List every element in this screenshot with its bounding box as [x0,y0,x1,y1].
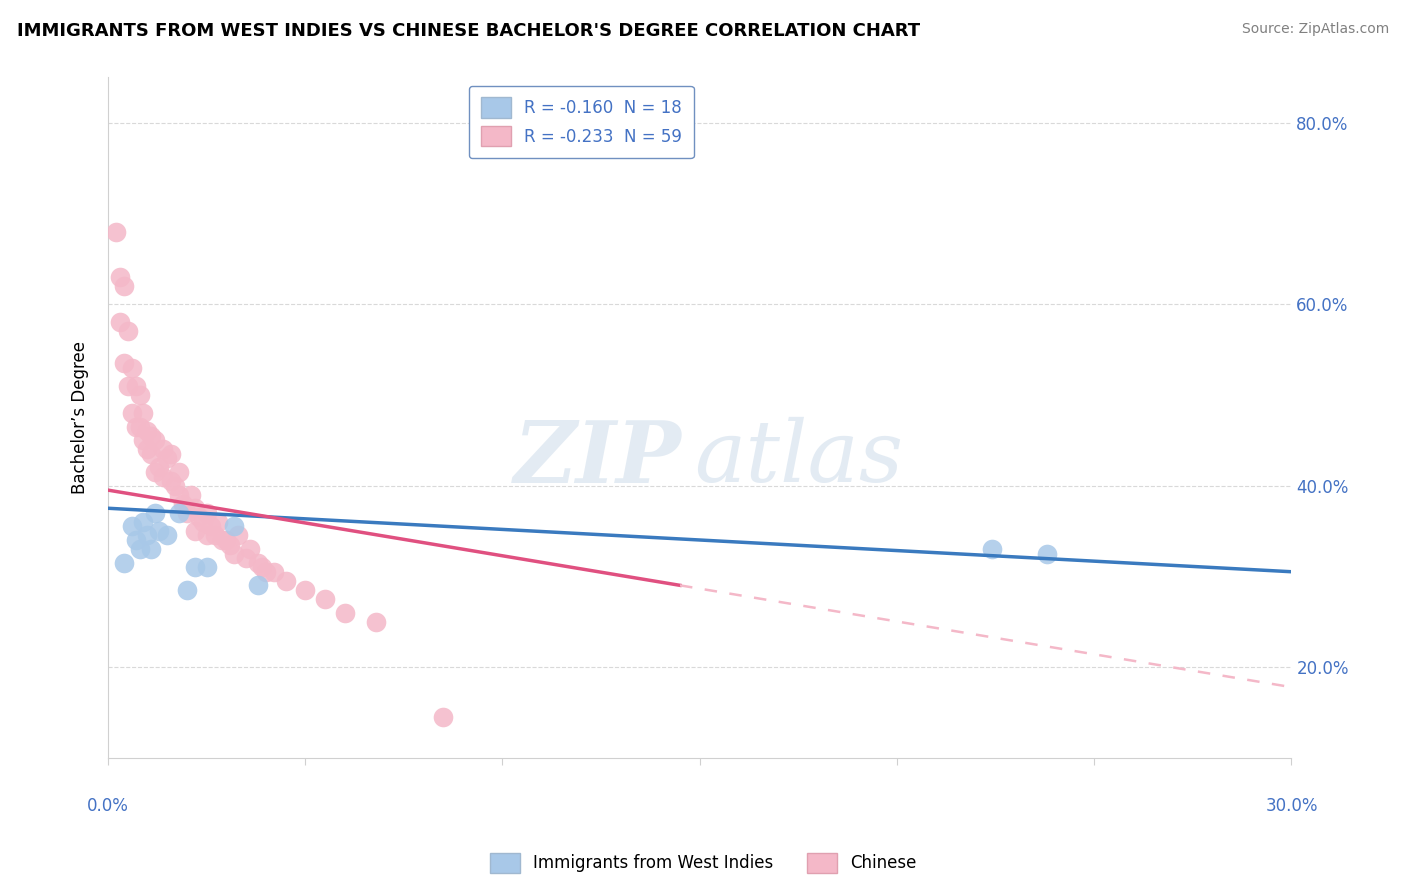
Point [156,451,179,466]
Point [184,501,207,516]
Point [172,497,194,511]
Point [191,515,214,529]
Point [136,442,159,457]
Point [176,582,198,597]
Point [160,447,183,461]
Point [121,406,143,420]
Point [195,560,218,574]
Point [254,565,277,579]
Point [141,447,163,461]
Point [294,582,316,597]
Point [167,488,190,502]
Point [239,542,262,557]
Legend: R = -0.160  N = 18, R = -0.233  N = 59: R = -0.160 N = 18, R = -0.233 N = 59 [470,86,693,158]
Point [263,565,285,579]
Point [136,528,159,542]
Text: ZIP: ZIP [515,417,682,500]
Point [167,465,190,479]
Point [112,356,135,370]
Point [141,542,163,557]
Point [274,574,297,588]
Point [184,524,207,538]
Point [226,528,249,542]
Point [246,556,269,570]
Point [980,542,1002,557]
Point [143,506,166,520]
Point [224,519,246,533]
Point [432,710,454,724]
Point [108,270,131,285]
Point [200,519,222,533]
Point [224,547,246,561]
Point [132,515,155,529]
Point [180,488,202,502]
Point [124,419,146,434]
Point [108,315,131,329]
Point [235,551,257,566]
Point [143,434,166,448]
Point [112,556,135,570]
Point [167,506,190,520]
Point [366,615,388,629]
Point [117,379,139,393]
Point [148,460,170,475]
Point [219,537,242,551]
Text: atlas: atlas [693,417,903,500]
Point [121,519,143,533]
Point [215,533,238,547]
Point [165,478,187,492]
Y-axis label: Bachelor’s Degree: Bachelor’s Degree [72,341,89,494]
Point [211,533,233,547]
Point [141,428,163,442]
Point [152,442,174,457]
Point [1036,547,1059,561]
Point [333,606,356,620]
Point [160,474,183,488]
Point [195,528,218,542]
Point [128,388,150,402]
Point [184,560,207,574]
Point [117,325,139,339]
Point [204,528,226,542]
Text: 30.0%: 30.0% [1265,797,1317,814]
Legend: Immigrants from West Indies, Chinese: Immigrants from West Indies, Chinese [484,847,922,880]
Point [176,506,198,520]
Point [136,424,159,438]
Text: 0.0%: 0.0% [87,797,129,814]
Point [128,419,150,434]
Point [128,542,150,557]
Text: Source: ZipAtlas.com: Source: ZipAtlas.com [1241,22,1389,37]
Point [152,469,174,483]
Point [132,406,155,420]
Point [132,434,155,448]
Point [246,578,269,592]
Point [104,225,127,239]
Point [124,533,146,547]
Point [314,591,336,606]
Point [112,279,135,293]
Point [124,379,146,393]
Point [207,515,229,529]
Text: IMMIGRANTS FROM WEST INDIES VS CHINESE BACHELOR'S DEGREE CORRELATION CHART: IMMIGRANTS FROM WEST INDIES VS CHINESE B… [17,22,920,40]
Point [156,528,179,542]
Point [148,524,170,538]
Point [250,560,273,574]
Point [195,506,218,520]
Point [143,465,166,479]
Point [187,510,209,524]
Point [121,360,143,375]
